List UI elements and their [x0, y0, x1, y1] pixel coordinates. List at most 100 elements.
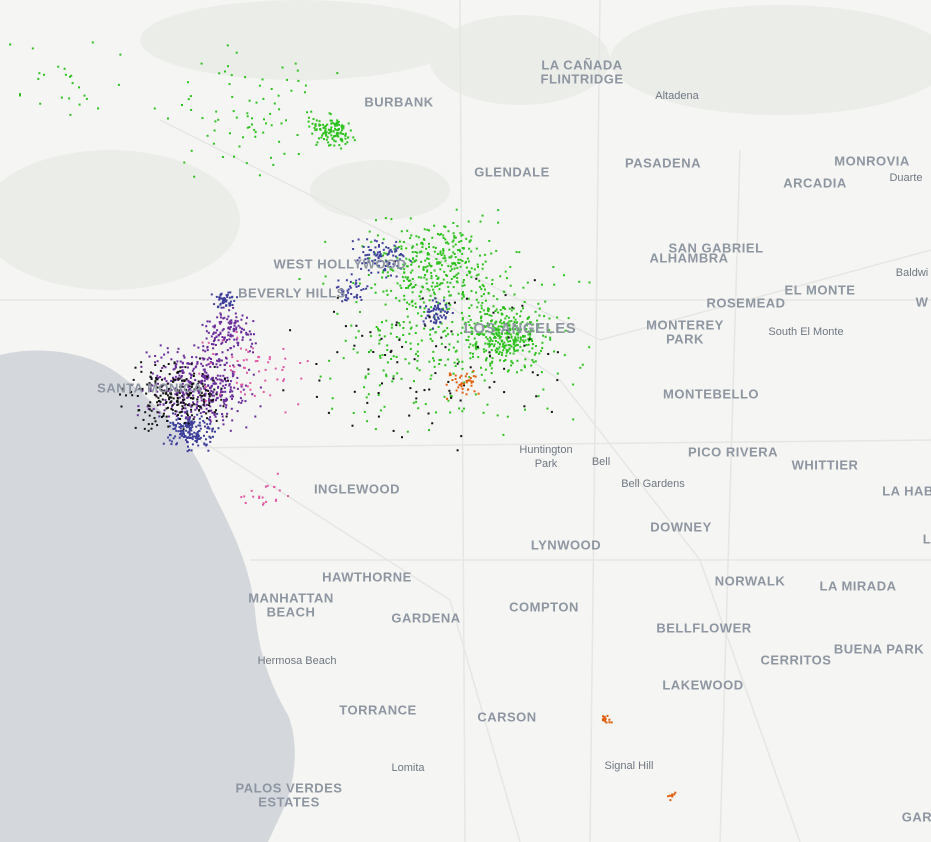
point — [177, 391, 180, 394]
point — [187, 414, 189, 417]
point — [333, 144, 336, 147]
point — [465, 372, 468, 375]
point — [183, 161, 186, 164]
point — [391, 380, 394, 383]
point — [451, 321, 454, 323]
point — [483, 293, 485, 296]
point — [442, 278, 445, 281]
place-label: BUENA PARK — [834, 641, 924, 656]
point — [212, 340, 215, 343]
point — [215, 110, 218, 113]
point — [177, 397, 180, 400]
point — [334, 134, 337, 137]
point — [454, 275, 457, 278]
point — [333, 310, 335, 313]
point — [507, 336, 510, 339]
point — [549, 336, 552, 339]
point — [491, 319, 493, 322]
point — [183, 436, 185, 439]
point — [507, 369, 510, 372]
point — [447, 399, 450, 402]
point — [216, 359, 218, 362]
point — [245, 331, 248, 334]
point — [541, 283, 543, 286]
point — [186, 366, 189, 369]
point — [221, 413, 224, 415]
point — [411, 246, 414, 249]
point — [360, 289, 363, 292]
point — [212, 394, 215, 397]
place-label: NORWALK — [715, 573, 786, 588]
point — [392, 269, 395, 272]
point — [262, 502, 265, 505]
point — [531, 359, 534, 361]
point — [364, 376, 367, 379]
point — [534, 352, 537, 354]
point — [528, 336, 531, 339]
point — [428, 429, 430, 432]
point — [176, 351, 179, 354]
point — [241, 327, 243, 330]
point — [182, 428, 185, 431]
point — [430, 306, 433, 309]
point — [402, 327, 405, 329]
point — [235, 381, 238, 384]
point — [502, 306, 505, 309]
point — [415, 259, 418, 262]
point — [70, 74, 73, 77]
point — [331, 407, 334, 410]
point — [236, 336, 239, 339]
point — [225, 404, 228, 407]
point — [428, 311, 431, 313]
point — [489, 343, 492, 346]
point — [211, 400, 214, 403]
point — [440, 308, 443, 311]
point — [229, 320, 232, 323]
point — [261, 496, 264, 499]
point — [361, 334, 364, 337]
point — [180, 424, 183, 427]
point — [436, 278, 439, 280]
point — [216, 378, 219, 381]
point — [461, 297, 464, 300]
point — [511, 328, 514, 330]
point — [180, 432, 183, 435]
point — [444, 346, 447, 349]
point — [440, 233, 443, 236]
point — [239, 326, 242, 329]
point — [367, 246, 370, 248]
point — [283, 378, 285, 381]
point — [366, 285, 369, 288]
point — [441, 282, 444, 285]
point — [231, 356, 234, 359]
point — [187, 422, 190, 425]
point — [389, 351, 392, 353]
point — [163, 409, 166, 412]
point — [179, 383, 182, 386]
point — [497, 353, 500, 355]
point — [130, 390, 133, 393]
point — [458, 383, 461, 386]
point — [187, 384, 190, 386]
point — [203, 370, 206, 373]
point — [509, 352, 512, 355]
point — [340, 288, 343, 291]
place-label: GAR — [902, 809, 931, 824]
point — [492, 333, 495, 336]
point — [504, 307, 507, 310]
point — [145, 392, 148, 395]
point — [218, 378, 221, 381]
point — [221, 390, 224, 393]
point — [479, 220, 482, 223]
point — [476, 263, 479, 266]
point — [502, 433, 505, 436]
point — [192, 394, 195, 397]
point — [486, 342, 489, 345]
point — [180, 389, 183, 392]
point — [496, 333, 499, 336]
point — [508, 307, 511, 310]
point — [414, 332, 417, 334]
point — [433, 314, 436, 317]
point — [159, 369, 162, 372]
point — [327, 411, 330, 414]
